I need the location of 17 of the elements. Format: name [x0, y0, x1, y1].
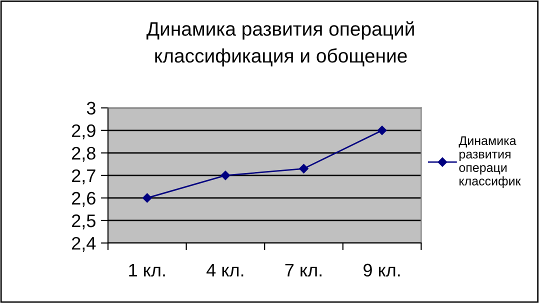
y-tick-label: 2,5	[72, 214, 96, 230]
y-tick-label: 2,9	[72, 124, 96, 140]
y-tick-label: 3	[86, 102, 96, 115]
y-tick-label: 2,6	[72, 192, 96, 207]
x-tick-label: 4 кл.	[206, 264, 244, 277]
chart-title: Динамика развития операций классификация и обощение	[146, 21, 414, 67]
point	[377, 126, 387, 136]
legend-label: Динамика развития операци классифик	[458, 136, 521, 188]
y-tick-label: 2,8	[72, 146, 96, 162]
y-tick-label: 2,7	[72, 169, 96, 184]
point	[220, 170, 230, 180]
x-tick-label: 7 кл.	[285, 264, 322, 277]
point	[142, 193, 152, 203]
x-tick-label: 9 кл.	[364, 264, 400, 277]
x-tick-label: 1 кл.	[129, 264, 165, 277]
point	[299, 164, 308, 174]
y-tick-label: 2,4	[72, 236, 96, 252]
